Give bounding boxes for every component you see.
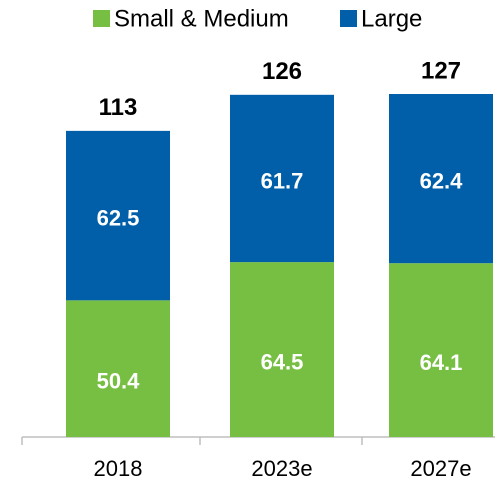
segment-label: 61.7 [261, 168, 304, 193]
segment-label: 64.1 [420, 350, 463, 375]
x-tick-label: 2018 [94, 456, 143, 481]
segment-label: 62.5 [97, 205, 140, 230]
bar-segment [230, 94, 334, 263]
total-label: 113 [99, 94, 138, 121]
legend-swatch [93, 10, 110, 27]
bar-segment [389, 94, 493, 264]
legend-label: Large [361, 5, 422, 32]
bar-segment [66, 130, 170, 301]
bar-segment [389, 263, 493, 437]
x-tick-label: 2027e [410, 456, 471, 481]
legend-label: Small & Medium [114, 5, 289, 32]
total-label: 126 [262, 58, 302, 85]
bar-segment [66, 300, 170, 437]
bar-segment [230, 262, 334, 437]
segment-label: 62.4 [420, 168, 464, 193]
legend-swatch [340, 10, 357, 27]
x-tick-label: 2023e [251, 456, 312, 481]
segment-label: 64.5 [261, 349, 304, 374]
total-label: 127 [421, 57, 461, 84]
segment-label: 50.4 [97, 368, 141, 393]
